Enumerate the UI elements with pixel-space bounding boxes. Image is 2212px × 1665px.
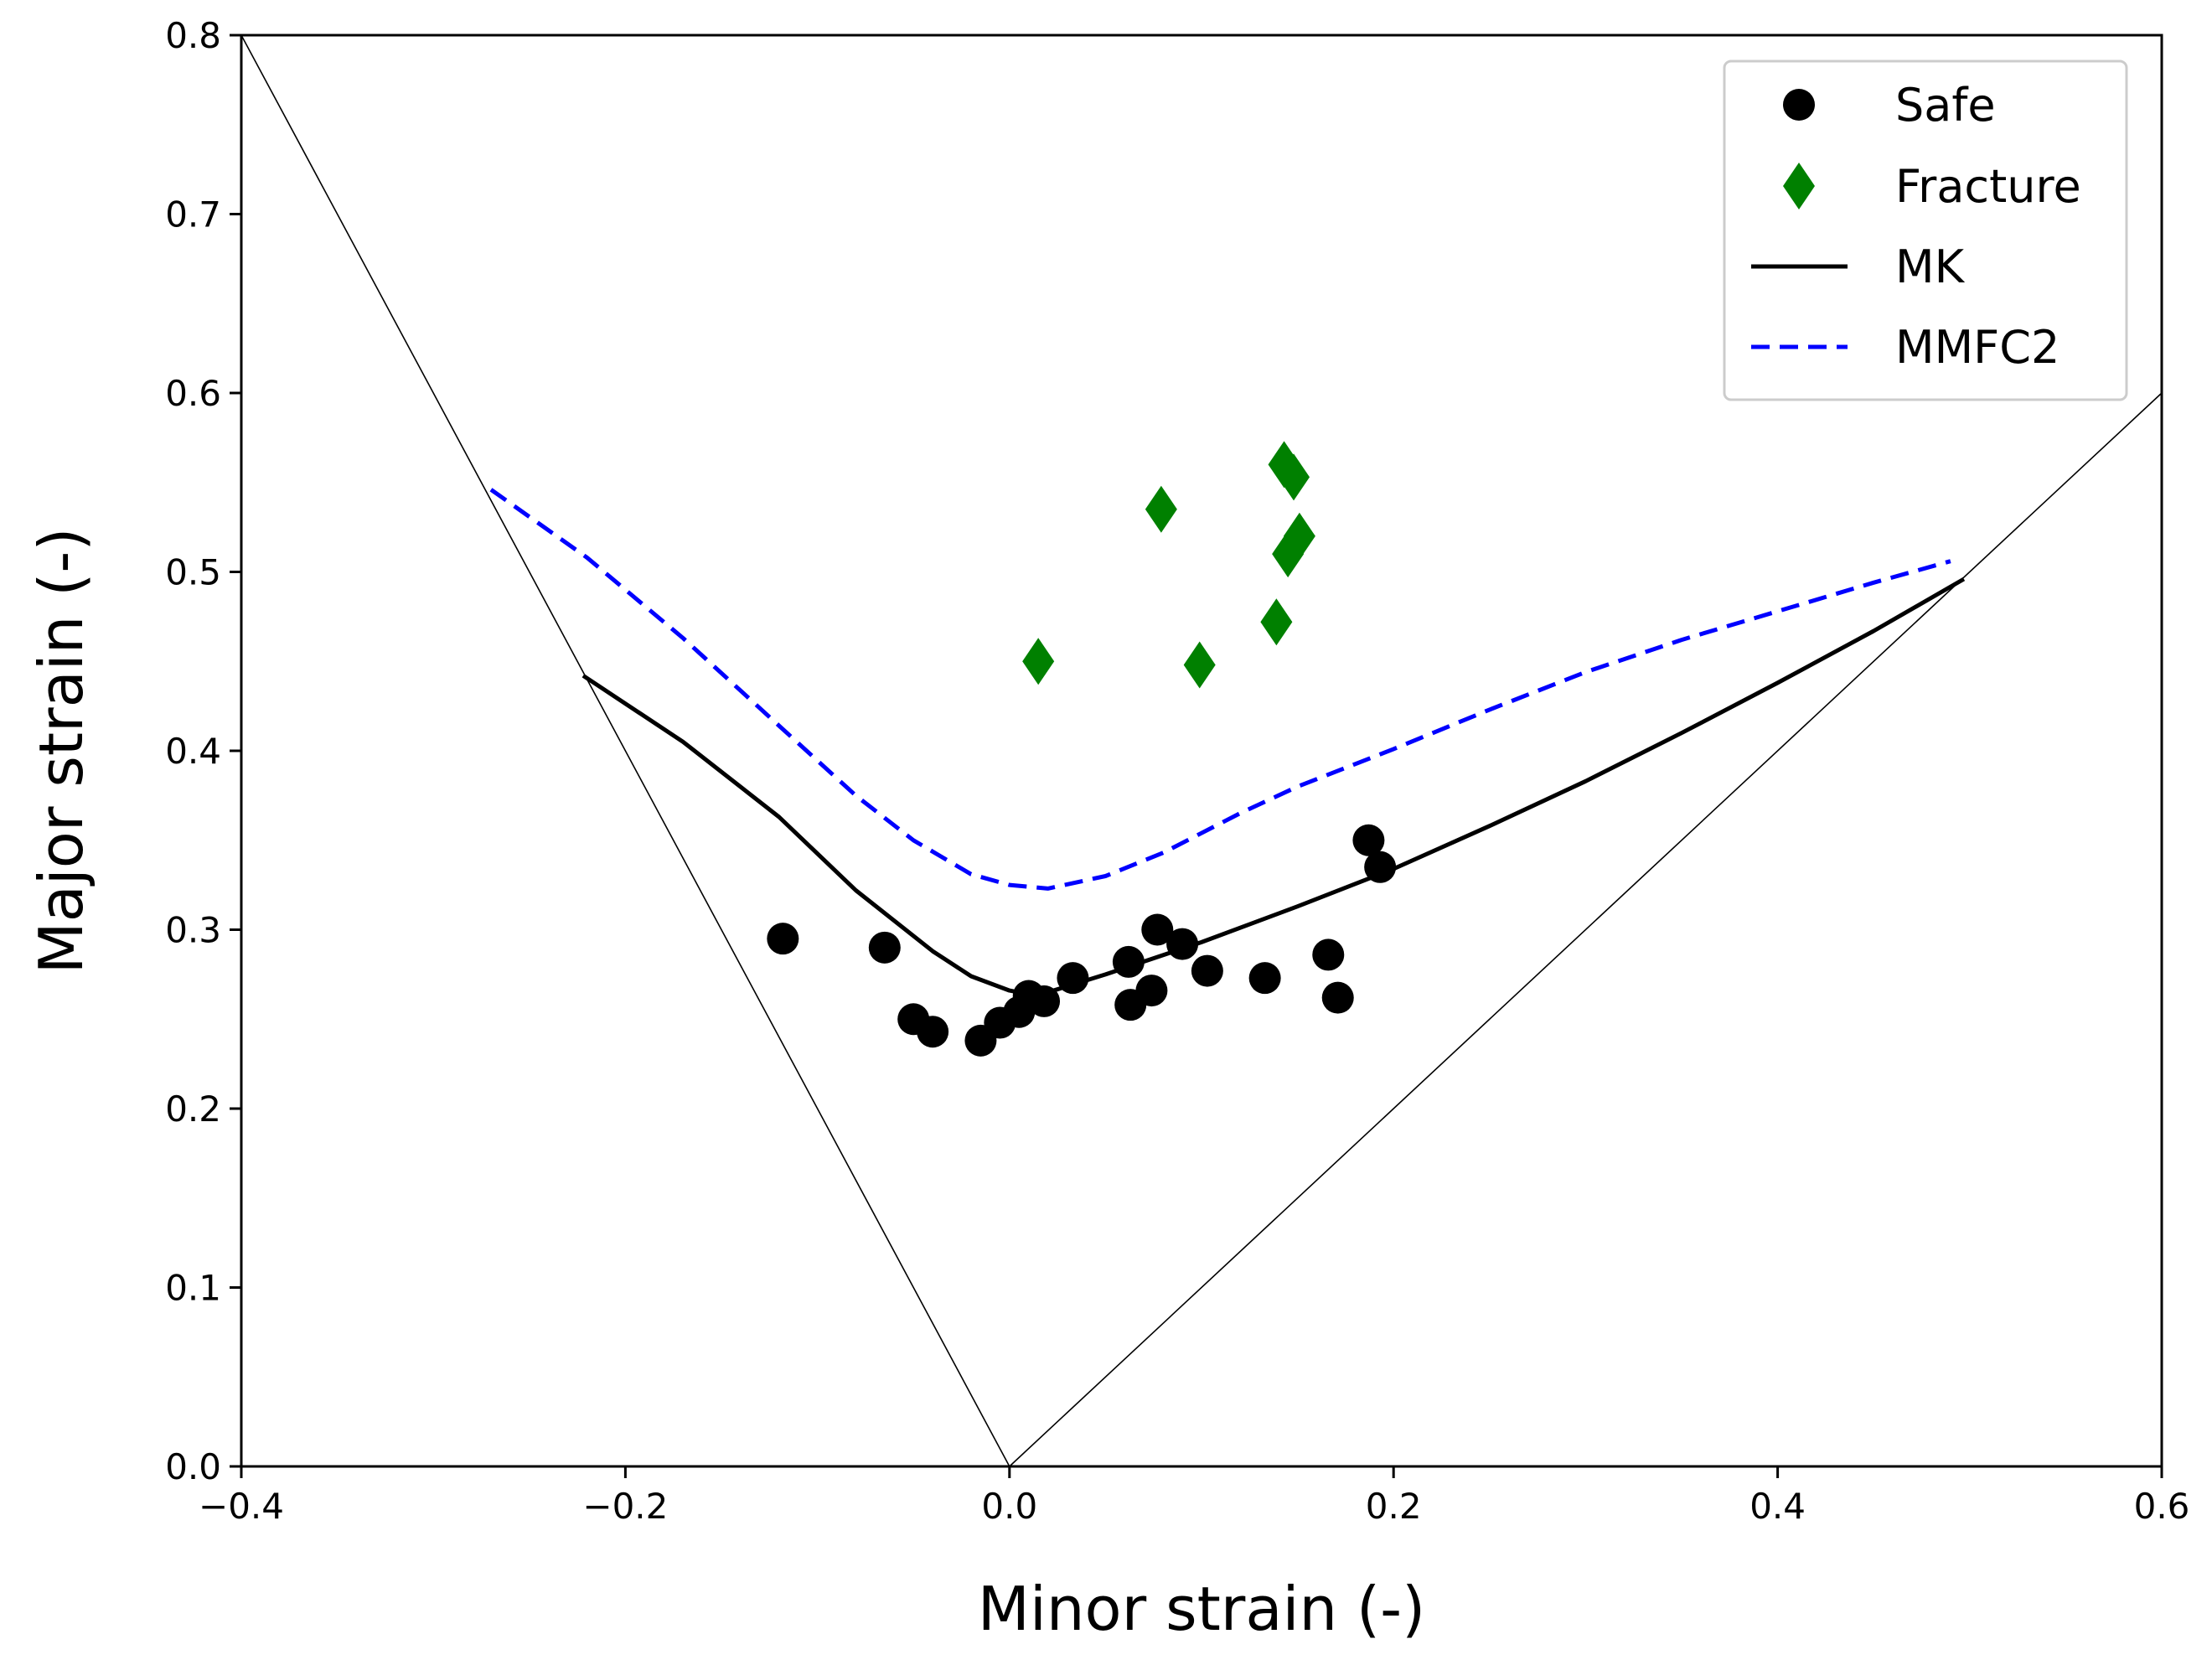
y-tick-label: 0.8 <box>165 15 221 56</box>
y-tick-label: 0.0 <box>165 1446 221 1487</box>
legend: Safe Fracture MK MMFC2 <box>1723 59 2128 401</box>
x-tick-label: 0.0 <box>981 1486 1037 1527</box>
legend-box <box>1723 59 2128 401</box>
safe-point <box>1321 981 1354 1014</box>
y-axis-label: Major strain (-) <box>26 528 96 975</box>
legend-label: MK <box>1895 240 1966 293</box>
curve-layer <box>489 488 1966 996</box>
x-tick-label: 0.6 <box>2134 1486 2190 1527</box>
safe-point <box>868 931 901 964</box>
safe-point <box>1112 945 1145 978</box>
fracture-point <box>1278 453 1310 501</box>
x-axis-label: Minor strain (-) <box>978 1574 1425 1644</box>
safe-point <box>767 923 799 955</box>
safe-point <box>1352 824 1385 856</box>
fracture-point <box>1183 641 1216 689</box>
fracture-point <box>1145 485 1177 533</box>
y-tick-label: 0.5 <box>165 552 221 593</box>
y-tick-label: 0.4 <box>165 731 221 772</box>
safe-point <box>1135 975 1168 1007</box>
safe-point <box>1248 962 1281 995</box>
safe-point <box>1364 851 1397 883</box>
axis-ticks: −0.4 −0.2 0.0 0.2 0.4 0.6 0.0 0.1 0.2 0.3 0.4 0.5 0.… <box>165 15 2189 1527</box>
safe-point <box>917 1016 949 1048</box>
mk-curve <box>581 577 1966 996</box>
uniaxial-tension-path <box>240 34 1010 1467</box>
safe-point <box>1312 939 1345 971</box>
mmfc2-curve <box>489 488 1951 891</box>
y-tick-label: 0.7 <box>165 194 221 235</box>
y-tick-label: 0.3 <box>165 910 221 951</box>
fracture-point <box>1283 512 1315 560</box>
equibiaxial-path <box>1009 392 2163 1467</box>
safe-point <box>1141 913 1174 946</box>
x-tick-label: −0.2 <box>582 1486 668 1527</box>
y-tick-label: 0.6 <box>165 373 221 414</box>
legend-label: Safe <box>1895 79 1996 132</box>
fracture-point <box>1022 638 1055 685</box>
marker-layer <box>767 441 1397 1057</box>
x-tick-label: 0.4 <box>1749 1486 1806 1527</box>
legend-safe-marker <box>1783 89 1815 121</box>
y-tick-label: 0.1 <box>165 1268 221 1309</box>
safe-point <box>1057 962 1089 995</box>
safe-point <box>1166 928 1199 960</box>
legend-label: Fracture <box>1895 160 2081 213</box>
safe-point <box>1028 985 1061 1017</box>
legend-label: MMFC2 <box>1895 321 2060 374</box>
x-tick-label: −0.4 <box>199 1486 284 1527</box>
x-tick-label: 0.2 <box>1366 1486 1422 1527</box>
y-tick-label: 0.2 <box>165 1088 221 1130</box>
safe-point <box>1191 954 1223 987</box>
legend-fracture-marker <box>1783 163 1815 209</box>
fracture-point <box>1260 598 1293 646</box>
reference-lines <box>240 34 2163 1467</box>
